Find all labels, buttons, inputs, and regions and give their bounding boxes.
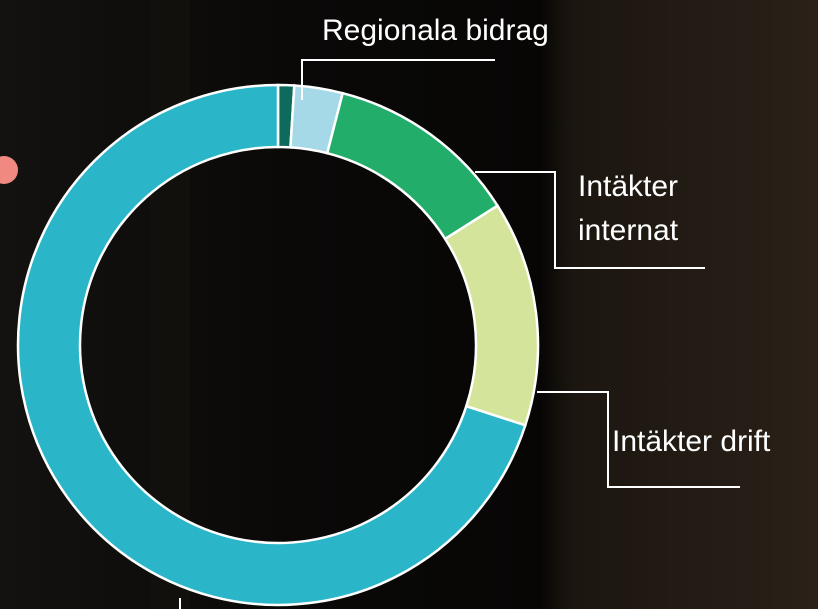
label-line: internat xyxy=(578,214,679,247)
decor-dot xyxy=(0,156,18,184)
category-label: Intäkter internat xyxy=(578,170,679,247)
leader-line xyxy=(301,59,495,100)
leader-line xyxy=(475,171,705,269)
category-label: Regionala bidrag xyxy=(322,14,549,47)
donut-segment xyxy=(16,83,527,607)
label-line: Intäkter xyxy=(578,170,678,203)
category-label: Intäkter drift xyxy=(612,425,771,458)
leader-line xyxy=(537,391,740,488)
donut xyxy=(16,83,540,607)
